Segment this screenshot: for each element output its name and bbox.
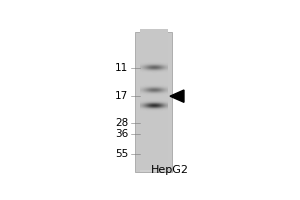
Text: HepG2: HepG2 [151, 165, 189, 175]
Text: 28: 28 [115, 118, 128, 128]
Bar [135, 32, 172, 172]
Text: 17: 17 [115, 91, 128, 101]
Text: 55: 55 [115, 149, 128, 159]
Bar [140, 32, 168, 172]
Polygon shape [170, 90, 184, 102]
Text: 36: 36 [115, 129, 128, 139]
Text: 11: 11 [115, 63, 128, 73]
